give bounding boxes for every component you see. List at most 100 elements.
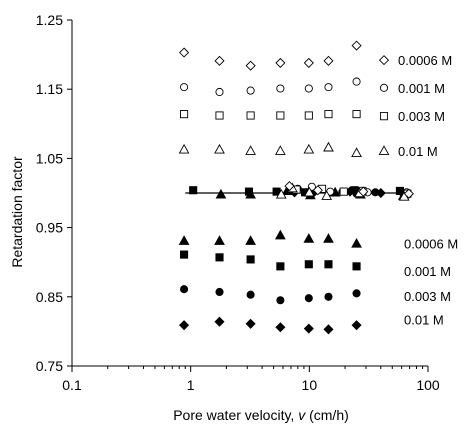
circle-marker-open xyxy=(352,77,361,86)
square-marker-open xyxy=(304,111,313,120)
series-label-text: 0.0006 M xyxy=(404,237,458,252)
series-8 xyxy=(179,316,362,335)
diamond-marker-open xyxy=(179,47,190,58)
square-marker-filled xyxy=(180,250,189,259)
series-label-text: 0.003 M xyxy=(398,109,445,124)
circle-marker-open xyxy=(246,86,255,95)
diamond-marker-open xyxy=(284,181,295,192)
triangle-marker-filled xyxy=(245,188,256,199)
x-axis-label-variable: v xyxy=(298,407,306,423)
series-labels: 0.0006 M 0.001 M 0.003 M 0.01 M 0.0006 M 0.00… xyxy=(378,53,458,328)
triangle-marker-open xyxy=(214,143,225,154)
triangle-marker-filled xyxy=(178,235,190,245)
triangle-marker-open xyxy=(321,190,333,200)
diamond-marker-open xyxy=(351,40,362,51)
triangle-marker-open xyxy=(274,145,286,155)
triangle-marker-filled xyxy=(245,235,256,245)
chart-axes xyxy=(71,20,428,367)
y-tick-label: 1.05 xyxy=(36,150,63,166)
y-axis-label: Retardation factor xyxy=(9,156,25,268)
triangle-marker-open xyxy=(323,141,334,152)
series-label: 0.001 M xyxy=(404,264,451,279)
triangle-marker-open xyxy=(178,143,190,154)
square-marker-open xyxy=(379,112,389,121)
triangle-marker-open xyxy=(245,145,256,155)
diamond-marker-open xyxy=(403,188,414,199)
series-label-text: 0.0006 M xyxy=(398,53,452,68)
x-tick-label: 0.1 xyxy=(62,377,82,393)
triangle-marker-filled xyxy=(351,237,362,248)
circle-marker-open xyxy=(379,83,389,92)
circle-marker-filled xyxy=(246,290,255,299)
square-marker-filled xyxy=(246,255,255,264)
diamond-marker-filled xyxy=(245,318,256,329)
square-marker-open xyxy=(339,187,348,196)
square-marker-filled xyxy=(352,262,361,271)
diamond-marker-filled xyxy=(375,187,386,199)
square-marker-filled xyxy=(189,186,198,195)
series-label: 0.0006 M xyxy=(378,53,452,68)
diamond-marker-open xyxy=(214,55,225,66)
x-axis-label-unit: (cm/h) xyxy=(305,407,349,423)
triangle-marker-open xyxy=(378,145,390,155)
series-label-text: 0.001 M xyxy=(404,264,451,279)
diamond-marker-open xyxy=(245,60,256,71)
diamond-marker-filled xyxy=(214,316,225,327)
triangle-marker-filled xyxy=(274,229,286,240)
series-6 xyxy=(180,250,361,271)
diamond-marker-filled xyxy=(275,322,286,333)
series-label-text: 0.003 M xyxy=(404,289,451,304)
series-16 xyxy=(284,181,414,199)
series-7 xyxy=(180,285,361,305)
triangle-marker-filled xyxy=(214,235,225,245)
diamond-marker-filled xyxy=(179,320,190,331)
y-tick-label: 0.95 xyxy=(36,220,63,236)
series-label-text: 0.01 M xyxy=(398,144,438,159)
series-label: 0.003 M xyxy=(404,289,451,304)
triangle-marker-filled xyxy=(323,233,334,243)
x-axis-label: Pore water velocity, v (cm/h) xyxy=(173,407,349,423)
square-marker-open xyxy=(352,110,361,119)
circle-marker-filled xyxy=(215,287,224,297)
diamond-marker-filled xyxy=(323,324,334,335)
circle-marker-open xyxy=(180,83,189,92)
square-marker-filled xyxy=(215,253,224,262)
triangle-marker-open xyxy=(303,186,315,197)
series-label-text: 0.001 M xyxy=(398,81,445,96)
y-tick-label: 1.25 xyxy=(36,12,63,28)
y-tick-label: 1.15 xyxy=(36,81,63,97)
diamond-marker-filled xyxy=(303,323,314,334)
triangle-marker-filled xyxy=(303,233,315,243)
series-3 xyxy=(180,110,361,120)
circle-marker-filled xyxy=(304,294,313,303)
square-marker-filled xyxy=(324,260,333,269)
circle-marker-filled xyxy=(180,285,189,294)
square-marker-filled xyxy=(304,260,313,269)
x-tick-label: 100 xyxy=(416,377,440,393)
chart-ticks: 0.75 0.85 0.95 1.05 1.15 1.25 0.1 1 10 100 xyxy=(36,12,440,393)
diamond-marker-open xyxy=(358,186,369,197)
x-tick-label: 1 xyxy=(187,377,195,393)
triangle-marker-open xyxy=(303,143,315,154)
series-1 xyxy=(179,40,362,71)
triangle-marker-filled xyxy=(215,188,227,199)
triangle-marker-open xyxy=(275,188,287,199)
square-marker-open xyxy=(215,111,224,120)
diamond-marker-open xyxy=(303,57,314,68)
circle-marker-filled xyxy=(276,296,285,305)
series-label: 0.001 M xyxy=(379,81,445,96)
square-marker-open xyxy=(180,110,189,119)
diamond-marker-open xyxy=(312,185,323,196)
triangle-marker-open xyxy=(351,147,362,157)
diamond-marker-open xyxy=(275,57,286,68)
diamond-marker-open xyxy=(378,55,390,66)
data-points xyxy=(178,40,414,335)
series-5 xyxy=(178,229,362,248)
diamond-marker-open xyxy=(323,55,334,66)
series-label-text: 0.01 M xyxy=(404,313,444,328)
series-2 xyxy=(180,77,361,97)
circle-marker-open xyxy=(276,84,285,93)
circle-marker-filled xyxy=(352,289,361,298)
diamond-marker-filled xyxy=(351,320,362,331)
